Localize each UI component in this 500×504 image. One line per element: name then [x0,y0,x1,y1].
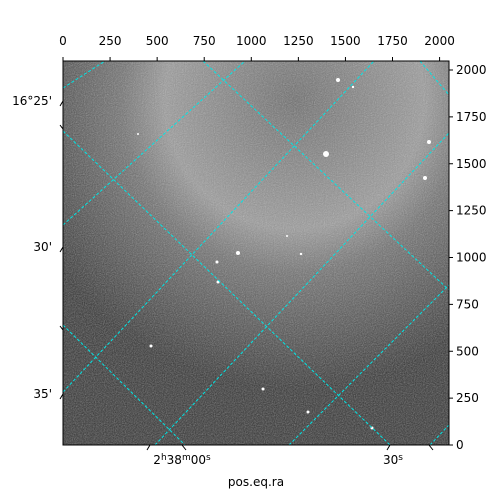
x-tick-label: 500 [146,34,169,48]
ra-tick-part: 30 [383,453,398,467]
ra-tick-part: s [398,453,403,463]
grid [63,61,449,445]
y-tick-label: 750 [456,297,479,311]
ra-tick-part: 38 [167,453,182,467]
x-tick-label: 1750 [377,34,408,48]
ra-tick-label: 2h38m00s [153,453,211,467]
x-tick-label: 750 [193,34,216,48]
y-tick-label: 1500 [456,157,487,171]
image [63,61,449,445]
y-tick-label: 2000 [456,63,487,77]
y-tick-label: 1250 [456,204,487,218]
world-ticks [59,100,434,451]
dec-tick-label: 35' [33,387,52,401]
ra-tick-part: m [182,453,191,463]
y-tick-label: 1000 [456,251,487,265]
ra-tick-part: 00 [191,453,206,467]
plot-frame [62,60,450,446]
ra-tick-part: s [206,453,211,463]
ra-tick-label: 30s [383,453,403,467]
ra-tick-part: h [161,453,167,463]
x-tick-label: 1500 [330,34,361,48]
x-tick-label: 1000 [236,34,267,48]
y-tick-label: 500 [456,344,479,358]
x-tick-label: 1250 [283,34,314,48]
y-tick-label: 250 [456,391,479,405]
x-tick-label: 2000 [424,34,455,48]
dec-tick-label: 16°25' [12,94,52,108]
x-axis-label: pos.eq.ra [228,475,284,489]
x-tick-label: 0 [59,34,67,48]
y-tick-label: 0 [456,438,464,452]
ra-tick-part: 2 [153,453,161,467]
dec-tick-label: 30' [33,240,52,254]
y-tick-label: 1750 [456,110,487,124]
x-tick-label: 250 [99,34,122,48]
